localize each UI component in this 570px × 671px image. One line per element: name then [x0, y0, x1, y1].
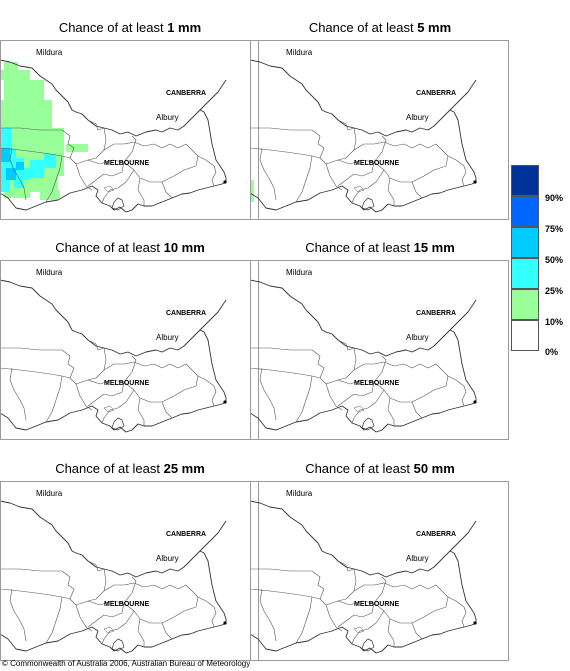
victoria-outline: Mildura CANBERRA Albury MELBOURNE [250, 481, 509, 661]
victoria-map: Mildura CANBERRA Albury MELBOURNE [250, 481, 509, 661]
legend-swatch-25 [511, 258, 539, 289]
shade-25-50 [0, 128, 12, 150]
place-label-albury: Albury [406, 113, 429, 122]
place-label-mildura: Mildura [36, 489, 63, 498]
legend-swatch-90 [511, 165, 539, 196]
map-frame [0, 260, 259, 440]
panel-title: Chance of at least 15 mm [305, 240, 455, 255]
shade-10-25 [66, 144, 88, 152]
place-label-canberra: CANBERRA [166, 531, 206, 538]
legend-swatch-10 [511, 289, 539, 320]
panel-title: Chance of at least 5 mm [308, 20, 452, 35]
legend-label: 10% [545, 317, 564, 327]
shade-10-25 [0, 70, 30, 80]
place-label-melbourne: MELBOURNE [104, 160, 149, 167]
place-label-melbourne: MELBOURNE [354, 601, 399, 608]
place-label-canberra: CANBERRA [416, 531, 456, 538]
victoria-map: Mildura CANBERRA Albury MELBOURNE [250, 40, 509, 220]
cape-marker [223, 180, 227, 184]
shade-25-50 [44, 154, 56, 168]
map-frame [250, 260, 509, 440]
panel-title: Chance of at least 1 mm [58, 20, 202, 35]
place-label-albury: Albury [156, 554, 179, 563]
shade-10-25 [60, 160, 64, 168]
legend-swatch-50 [511, 227, 539, 258]
place-label-albury: Albury [406, 554, 429, 563]
cape-marker [223, 400, 227, 404]
shade-50-75 [16, 162, 24, 170]
victoria-map: Mildura CANBERRA Albury MELBOURNE [0, 481, 259, 661]
place-label-canberra: CANBERRA [416, 310, 456, 317]
legend-label: 90% [545, 193, 564, 203]
legend-swatch-0 [511, 320, 539, 351]
shade-50-75 [0, 148, 10, 162]
cape-marker [473, 621, 477, 625]
victoria-map: Mildura CANBERRA Albury MELBOURNE [0, 40, 259, 220]
legend-label: 0% [545, 347, 559, 357]
cape-marker [473, 400, 477, 404]
shade-10-25 [4, 190, 30, 198]
shade-25-50 [14, 158, 24, 188]
place-label-melbourne: MELBOURNE [104, 601, 149, 608]
place-label-albury: Albury [156, 333, 179, 342]
place-label-mildura: Mildura [286, 268, 313, 277]
place-label-melbourne: MELBOURNE [354, 160, 399, 167]
place-label-canberra: CANBERRA [416, 90, 456, 97]
shade-10-25 [4, 80, 44, 100]
shade-10-25 [250, 180, 254, 202]
place-label-mildura: Mildura [286, 489, 313, 498]
place-label-mildura: Mildura [36, 48, 63, 57]
copyright-notice: © Commonwealth of Australia 2006, Austra… [2, 659, 251, 668]
legend-label: 25% [545, 286, 564, 296]
panel-title: Chance of at least 50 mm [305, 461, 455, 476]
cape-marker [473, 180, 477, 184]
place-label-canberra: CANBERRA [166, 90, 206, 97]
victoria-outline: Mildura CANBERRA Albury MELBOURNE [0, 481, 259, 661]
probability-legend: 90% 75% 50% 25% 10% 0% [511, 165, 570, 365]
legend-label: 75% [545, 224, 564, 234]
legend-label: 50% [545, 255, 564, 265]
place-label-albury: Albury [156, 113, 179, 122]
place-label-albury: Albury [406, 333, 429, 342]
panel-title: Chance of at least 10 mm [55, 240, 205, 255]
map-frame [250, 481, 509, 661]
cape-marker [223, 621, 227, 625]
shade-10-25 [0, 128, 64, 148]
victoria-map: Mildura CANBERRA Albury MELBOURNE [250, 260, 509, 440]
shade-10-25 [0, 100, 52, 128]
map-frame [0, 481, 259, 661]
legend-swatch-75 [511, 196, 539, 227]
map-frame [0, 40, 259, 220]
victoria-outline: Mildura CANBERRA Albury MELBOURNE [250, 260, 509, 440]
shade-50-75 [6, 168, 16, 180]
shade-25-50 [0, 168, 10, 192]
victoria-map: Mildura CANBERRA Albury MELBOURNE [0, 260, 259, 440]
shade-25-50 [30, 160, 44, 178]
place-label-melbourne: MELBOURNE [354, 380, 399, 387]
shade-10-25 [40, 176, 58, 200]
victoria-outline: Mildura CANBERRA Albury MELBOURNE [250, 40, 509, 220]
map-frame [250, 40, 509, 220]
place-label-melbourne: MELBOURNE [104, 380, 149, 387]
place-label-canberra: CANBERRA [166, 310, 206, 317]
place-label-mildura: Mildura [36, 268, 63, 277]
place-label-mildura: Mildura [286, 48, 313, 57]
shade-25-50 [22, 168, 30, 180]
victoria-outline: Mildura CANBERRA Albury MELBOURNE [0, 40, 259, 220]
victoria-outline: Mildura CANBERRA Albury MELBOURNE [0, 260, 259, 440]
panel-title: Chance of at least 25 mm [55, 461, 205, 476]
shade-10-25 [4, 62, 18, 70]
